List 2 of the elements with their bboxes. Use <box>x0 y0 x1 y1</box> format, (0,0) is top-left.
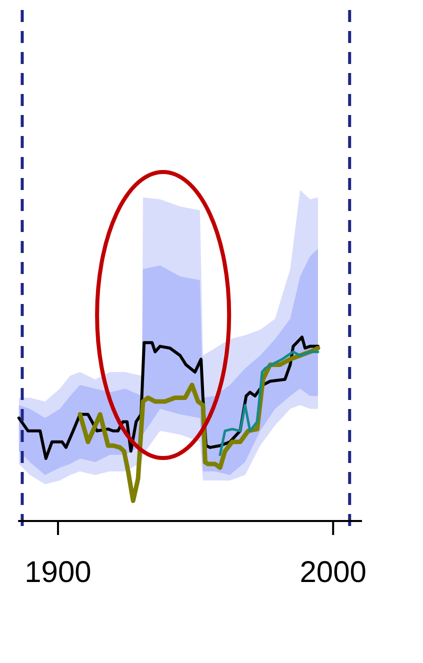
x-tick-label: 2000 <box>300 556 366 589</box>
x-tick-label: 1900 <box>24 556 92 589</box>
